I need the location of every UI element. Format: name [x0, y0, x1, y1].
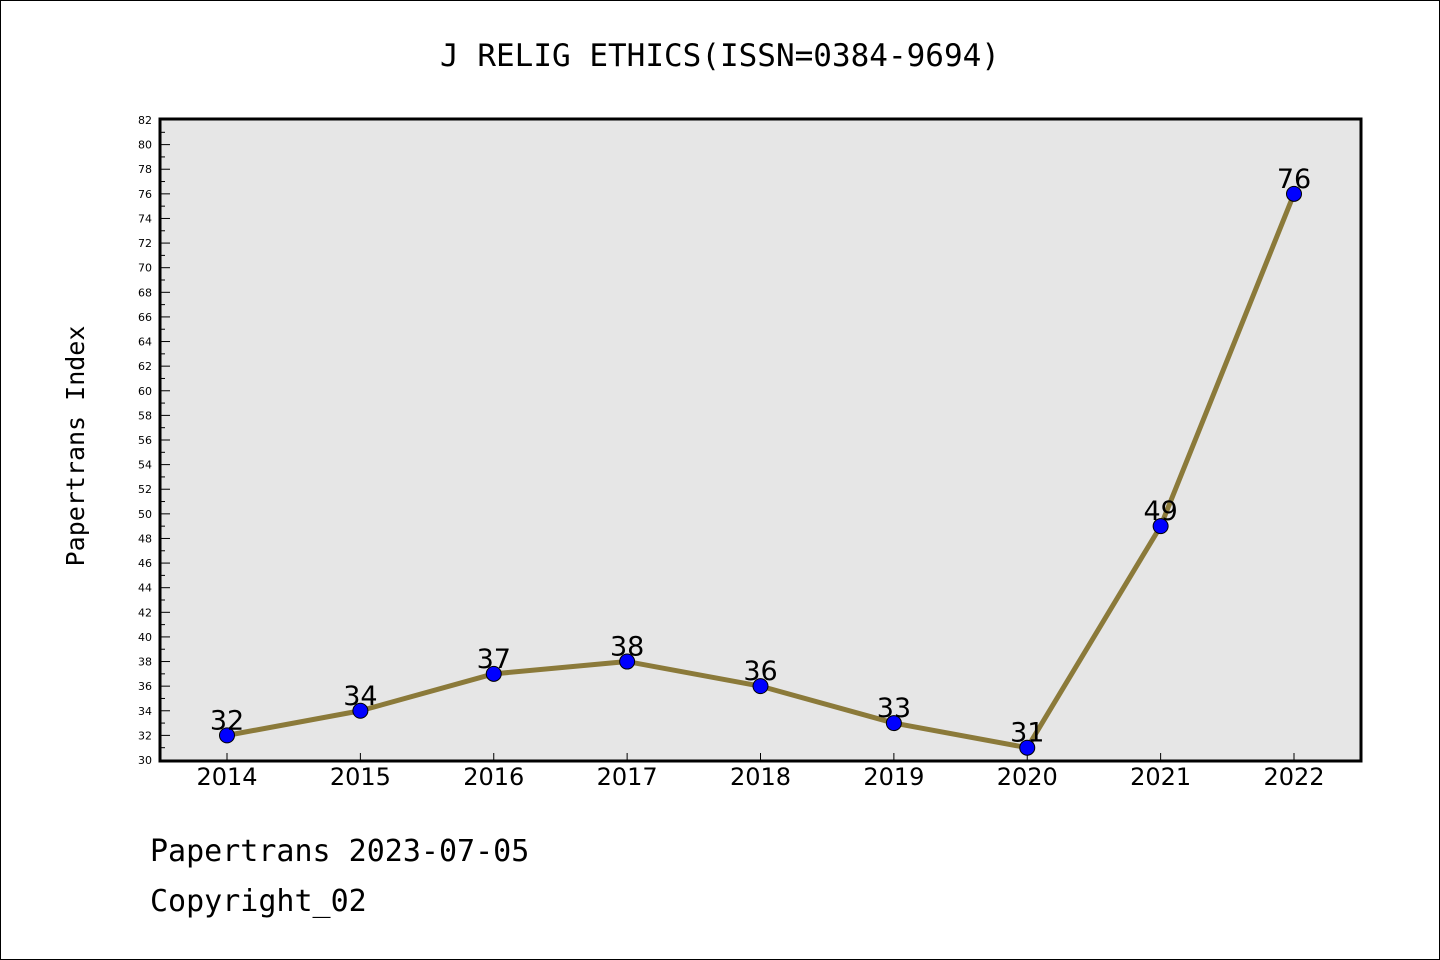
data-label: 31 — [1010, 718, 1044, 749]
data-point — [619, 653, 636, 670]
y-tick-label: 42 — [138, 606, 152, 619]
data-label: 36 — [743, 656, 777, 687]
y-tick-label: 68 — [138, 286, 152, 299]
y-tick-label: 40 — [138, 631, 152, 644]
y-tick-label: 34 — [138, 705, 152, 718]
data-point — [352, 702, 369, 719]
y-tick-label: 56 — [138, 434, 152, 447]
footer-date: Papertrans 2023-07-05 — [150, 834, 530, 869]
series-group: 32 34 37 38 36 33 31 49 76 — [210, 164, 1311, 756]
y-tick-label: 30 — [138, 754, 152, 767]
x-tick-label: 2017 — [597, 763, 658, 791]
y-tick-label: 60 — [138, 385, 152, 398]
y-tick-label: 58 — [138, 409, 152, 422]
footer-copyright: Copyright_02 — [150, 884, 367, 919]
data-point — [1019, 739, 1036, 756]
y-tick-label: 78 — [138, 163, 152, 176]
y-tick-label: 54 — [138, 459, 152, 472]
y-axis-label: Papertrans Index — [61, 326, 90, 567]
data-label: 38 — [610, 632, 644, 663]
y-tick-label: 62 — [138, 360, 152, 373]
chart-title: J RELIG ETHICS(ISSN=0384-9694) — [440, 38, 1000, 74]
x-tick-label: 2016 — [463, 763, 524, 791]
y-tick-label: 74 — [138, 212, 152, 225]
x-tick-label: 2015 — [330, 763, 391, 791]
y-tick-label: 50 — [138, 508, 152, 521]
plot-area — [158, 117, 1363, 763]
y-tick-label: 76 — [138, 188, 152, 201]
y-tick-label: 82 — [138, 114, 152, 127]
data-point — [1152, 518, 1169, 535]
y-tick-label: 32 — [138, 729, 152, 742]
data-label: 76 — [1277, 164, 1311, 195]
x-tick-label: 2018 — [730, 763, 791, 791]
y-tick-label: 66 — [138, 311, 152, 324]
x-tick-label: 2022 — [1263, 763, 1324, 791]
x-tick-label: 2014 — [196, 763, 257, 791]
y-tick-label: 46 — [138, 557, 152, 570]
y-tick-label: 44 — [138, 582, 152, 595]
y-tick-label: 64 — [138, 336, 152, 349]
y-tick-label: 36 — [138, 680, 152, 693]
data-point — [219, 727, 235, 744]
y-tick-label: 70 — [138, 262, 152, 275]
data-point — [885, 715, 902, 732]
x-tick-label: 2019 — [863, 763, 924, 791]
data-label: 37 — [477, 644, 511, 675]
data-point — [1286, 185, 1302, 202]
data-label: 32 — [210, 705, 244, 736]
data-point — [752, 678, 769, 695]
data-label: 49 — [1143, 496, 1177, 527]
y-tick-label: 80 — [138, 139, 152, 152]
y-tick-label: 48 — [138, 532, 152, 545]
x-tick-label: 2021 — [1130, 763, 1191, 791]
y-tick-label: 72 — [138, 237, 152, 250]
x-axis: 2014 2015 2016 2017 2018 2019 2020 2021 2022 — [196, 753, 1325, 791]
y-axis: 30 32 34 36 38 40 42 44 46 48 50 52 54 56 58 60 62 64 66 68… — [138, 114, 170, 767]
y-tick-label: 52 — [138, 483, 152, 496]
y-tick-label: 38 — [138, 656, 152, 669]
data-label: 33 — [877, 693, 911, 724]
x-tick-label: 2020 — [997, 763, 1058, 791]
data-point — [485, 665, 502, 682]
data-label: 34 — [343, 681, 377, 712]
